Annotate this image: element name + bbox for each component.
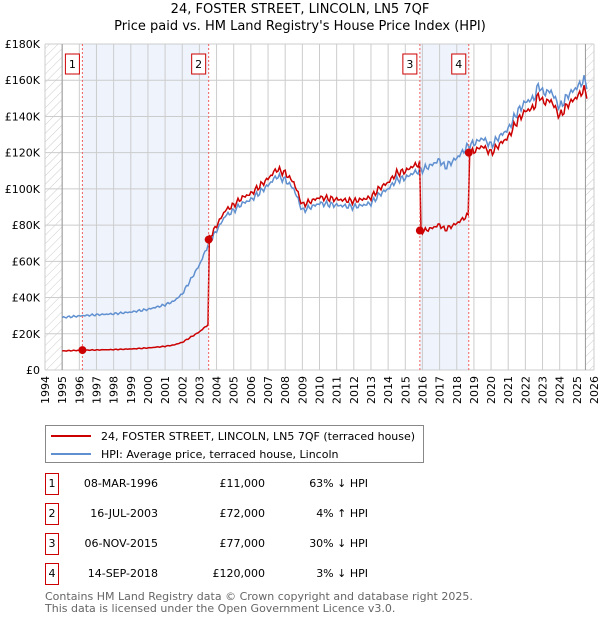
x-tick-label: 2012	[348, 376, 361, 404]
y-tick-label: £180K	[5, 38, 41, 51]
sale-price: £72,000	[219, 507, 266, 520]
sale-number: 1	[45, 473, 59, 495]
sale-row: 2 16-JUL-2003 £72,000 4% ↑ HPI	[45, 503, 405, 525]
x-tick-label: 2024	[554, 376, 567, 404]
sale-hpi-diff: 3% ↓ HPI	[316, 567, 368, 580]
chart-subtitle: Price paid vs. HM Land Registry's House …	[114, 19, 486, 34]
x-tick-label: 2002	[176, 376, 189, 404]
x-tick-label: 2023	[537, 376, 550, 404]
sale-label: 1	[69, 58, 76, 71]
x-tick-label: 2005	[228, 376, 241, 404]
shaded-period	[82, 44, 209, 370]
hpi-line	[61, 75, 588, 319]
sale-hpi-diff: 30% ↓ HPI	[309, 537, 368, 550]
sale-hpi-diff: 63% ↓ HPI	[309, 477, 368, 490]
price-chart: 1994 1995 1996 1997 1998 1999 2000 2001 2002 2003…	[5, 38, 600, 404]
x-tick-label: 2016	[416, 376, 429, 404]
y-tick-label: £60K	[12, 255, 41, 268]
x-tick-label: 1997	[90, 376, 103, 404]
sale-price: £120,000	[212, 567, 266, 580]
sale-price: £77,000	[219, 537, 266, 550]
x-tick-label: 2021	[502, 376, 515, 404]
sale-label-box	[451, 53, 467, 75]
sale-point	[464, 148, 473, 157]
sale-row: 1 08-MAR-1996 £11,000 63% ↓ HPI	[45, 473, 405, 495]
footer: Contains HM Land Registry data © Crown c…	[45, 591, 473, 615]
sale-point	[204, 235, 213, 244]
sale-row: 3 06-NOV-2015 £77,000 30% ↓ HPI	[45, 533, 405, 555]
sale-label: 4	[455, 58, 462, 71]
x-tick-label: 1996	[73, 376, 86, 404]
x-tick-label: 2013	[365, 376, 378, 404]
hatched-region-start	[45, 44, 63, 370]
sale-price: £11,000	[219, 477, 266, 490]
y-tick-label: £20K	[12, 328, 41, 341]
chart-title: 24, FOSTER STREET, LINCOLN, LN5 7QF	[170, 2, 430, 17]
y-tick-label: £40K	[12, 292, 41, 305]
shaded-period	[419, 44, 469, 370]
x-tick-label: 2004	[211, 376, 224, 404]
x-tick-label: 2011	[331, 376, 344, 404]
sale-row: 4 14-SEP-2018 £120,000 3% ↓ HPI	[45, 563, 405, 585]
footer-line1: Contains HM Land Registry data © Crown c…	[45, 590, 473, 603]
x-tick-label: 2018	[451, 376, 464, 404]
legend-hpi-label: HPI: Average price, terraced house, Linc…	[101, 447, 339, 461]
legend: 24, FOSTER STREET, LINCOLN, LN5 7QF (ter…	[45, 425, 425, 463]
x-tick-label: 2007	[262, 376, 275, 404]
legend-property-line	[51, 435, 91, 437]
sale-label: 2	[195, 58, 202, 71]
x-tick-label: 2022	[519, 376, 532, 404]
legend-property-label: 24, FOSTER STREET, LINCOLN, LN5 7QF (ter…	[101, 429, 416, 443]
sale-date: 06-NOV-2015	[84, 537, 158, 550]
y-tick-label: £120K	[5, 147, 41, 160]
x-tick-label: 2008	[279, 376, 292, 404]
x-tick-label: 1998	[108, 376, 121, 404]
y-tick-label: £80K	[12, 219, 41, 232]
sale-number: 3	[45, 533, 59, 555]
y-tick-label: £160K	[5, 74, 41, 87]
sale-date: 08-MAR-1996	[83, 477, 158, 490]
x-tick-label: 2019	[468, 376, 481, 404]
sale-label-box	[64, 53, 80, 75]
sale-label-box	[402, 53, 418, 75]
x-tick-label: 2020	[485, 376, 498, 404]
property-price-line	[62, 85, 588, 352]
y-tick-label: £140K	[5, 110, 41, 123]
y-tick-label: £0	[26, 364, 40, 377]
x-tick-label: 1999	[125, 376, 138, 404]
x-tick-label: 2026	[588, 376, 600, 404]
x-tick-label: 2001	[159, 376, 172, 404]
x-tick-label: 2017	[434, 376, 447, 404]
sale-number: 2	[45, 503, 59, 525]
x-tick-label: 2010	[314, 376, 327, 404]
sale-point	[415, 226, 424, 235]
x-tick-label: 2006	[245, 376, 258, 404]
x-tick-label: 2000	[142, 376, 155, 404]
x-tick-label: 1995	[56, 376, 69, 404]
x-tick-label: 2003	[193, 376, 206, 404]
x-tick-label: 2009	[296, 376, 309, 404]
sale-date: 16-JUL-2003	[90, 507, 158, 520]
y-tick-label: £100K	[5, 183, 41, 196]
footer-line2: This data is licensed under the Open Gov…	[45, 602, 396, 615]
sale-label-box	[191, 53, 207, 75]
sale-date: 14-SEP-2018	[87, 567, 158, 580]
x-tick-label: 2015	[399, 376, 412, 404]
x-tick-label: 1994	[39, 376, 52, 404]
sale-point	[78, 346, 87, 355]
sale-hpi-diff: 4% ↑ HPI	[316, 507, 368, 520]
sale-number: 4	[45, 563, 59, 585]
sale-label: 3	[406, 58, 413, 71]
x-tick-label: 2025	[571, 376, 584, 404]
x-tick-label: 2014	[382, 376, 395, 404]
legend-hpi-line	[51, 453, 91, 455]
hatched-region-end	[585, 44, 594, 370]
